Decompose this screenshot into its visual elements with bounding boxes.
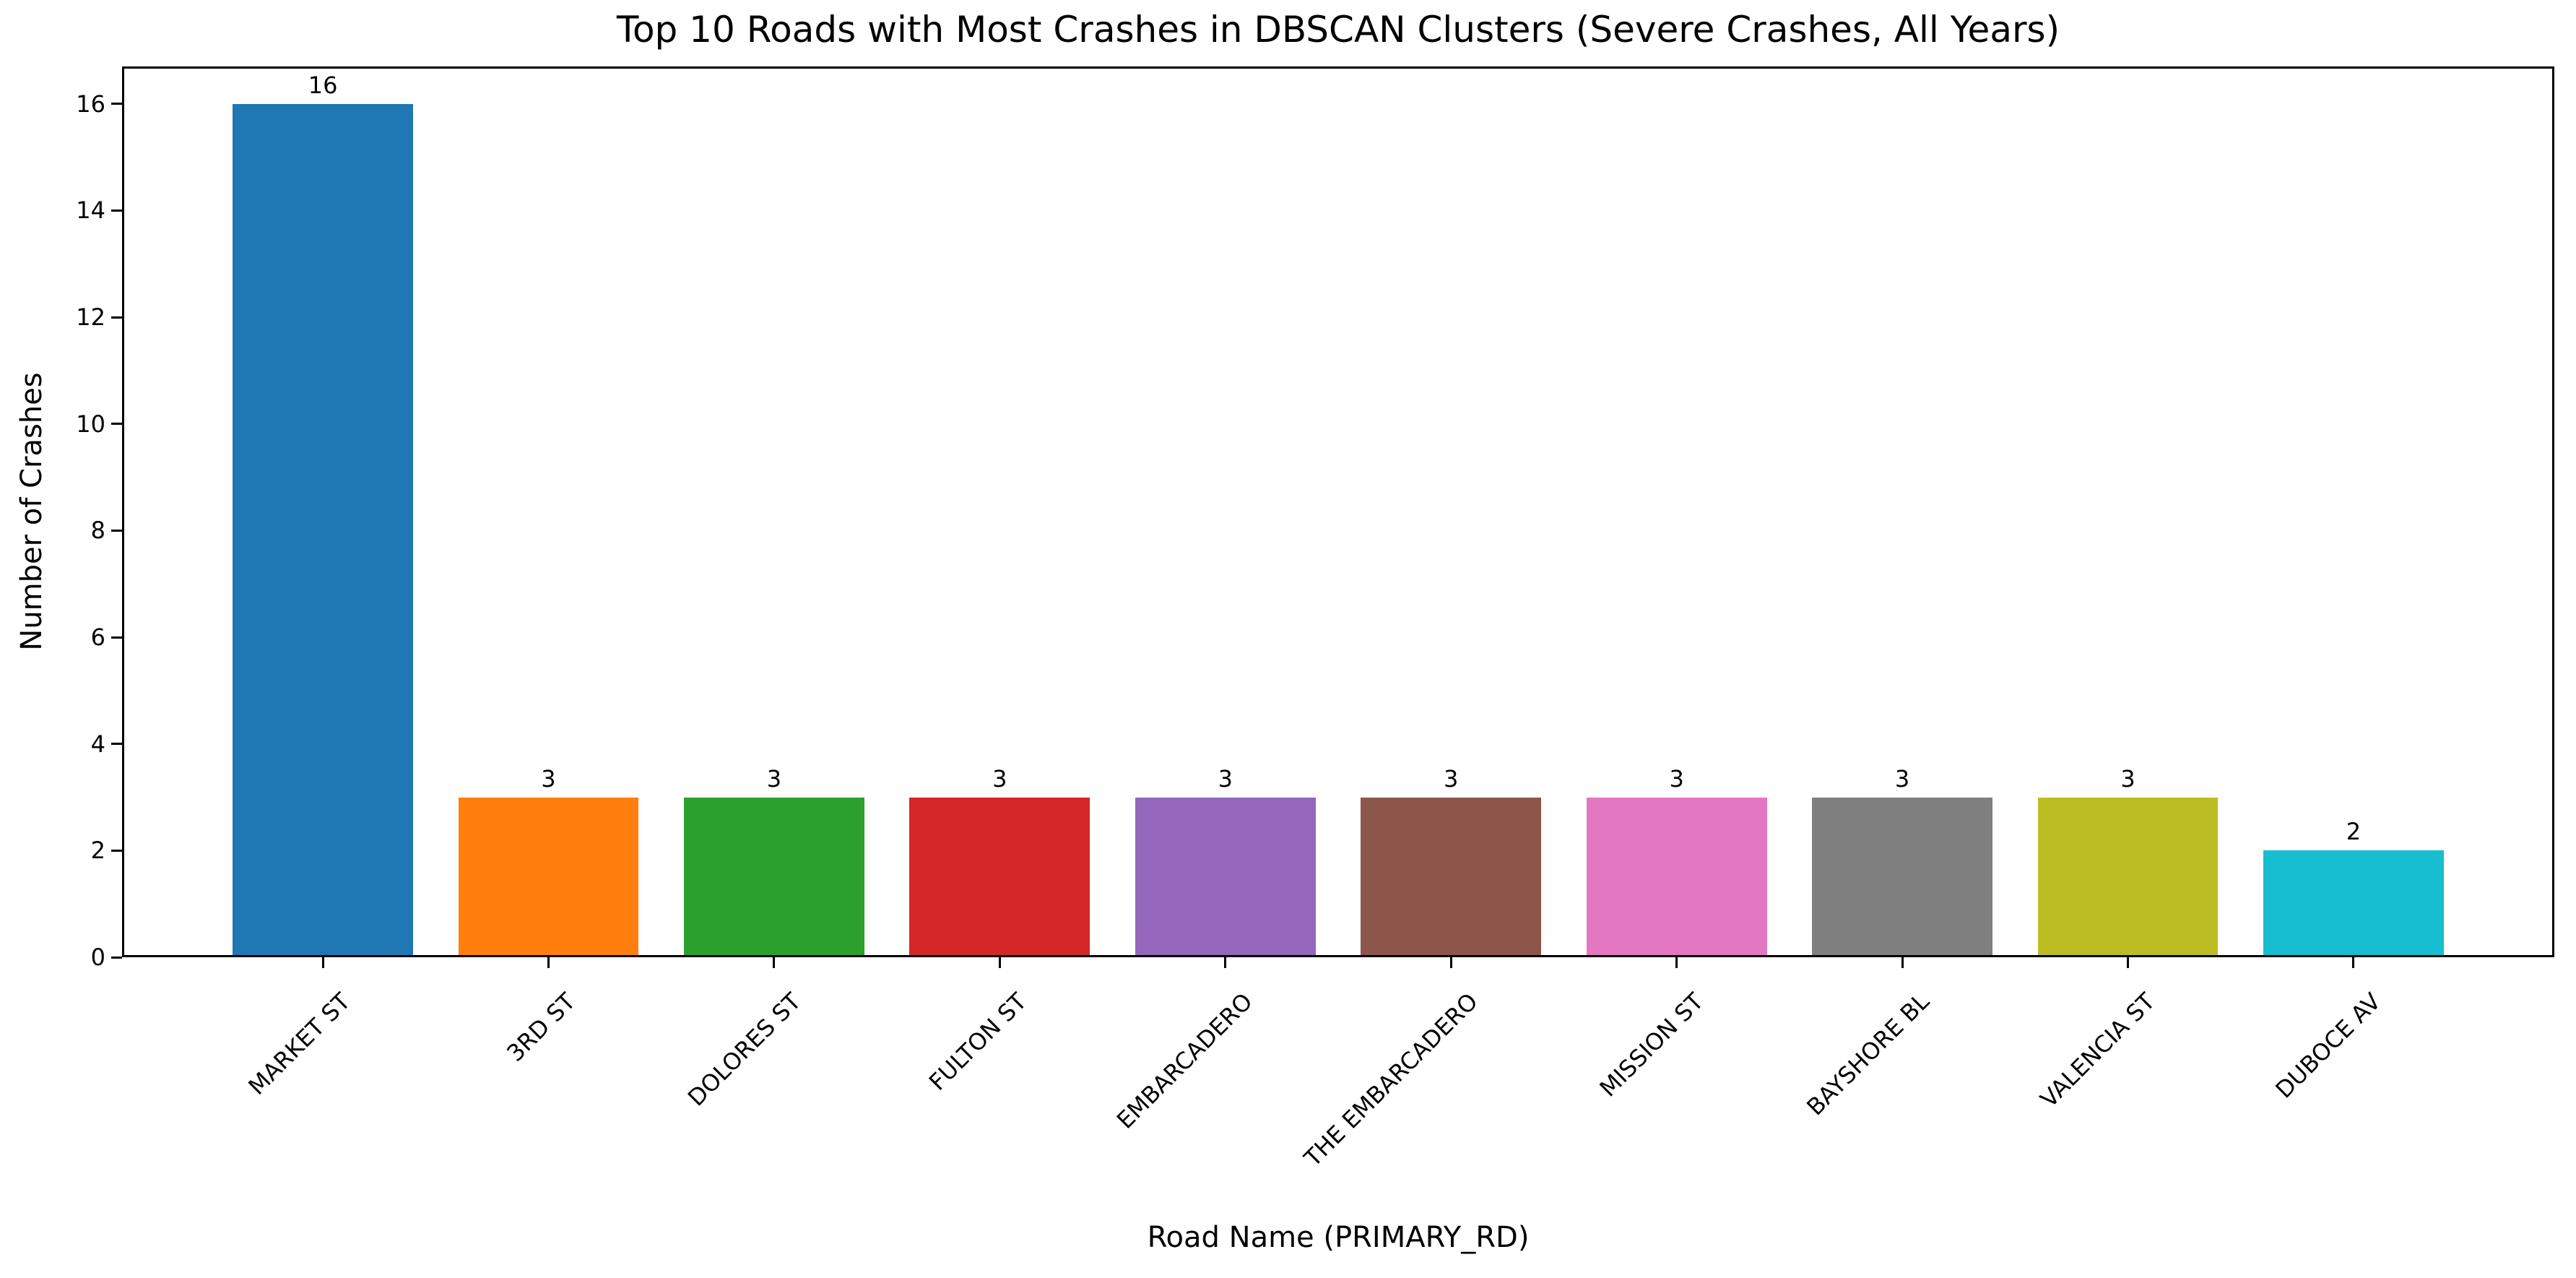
x-tick-mark [321,957,324,968]
x-tick-mark [2127,957,2129,968]
y-tick-mark [111,316,122,319]
y-tick-label: 8 [90,517,105,545]
x-tick-label-duboce-av: DUBOCE AV [2270,988,2386,1104]
bar-market-st [233,103,414,955]
x-tick-mark [1901,957,1904,968]
y-tick-label: 6 [90,623,105,651]
x-tick-mark [1675,957,1678,968]
bar-the-embarcadero [1361,797,1542,955]
y-tick-mark [111,423,122,426]
x-tick-label-fulton-st: FULTON ST [924,988,1033,1096]
bar-value-label-fulton-st: 3 [992,764,1007,793]
bar-value-label-embarcadero: 3 [1218,764,1233,793]
bar-value-label-dolores-st: 3 [766,764,782,793]
y-tick-mark [111,743,122,746]
y-tick-mark [111,849,122,852]
x-tick-label-market-st: MARKET ST [243,988,355,1100]
x-axis-label: Road Name (PRIMARY_RD) [1147,1221,1530,1254]
bar-mission-st [1586,797,1767,955]
x-tick-mark [998,957,1001,968]
y-tick-label: 0 [90,944,105,971]
bar-dolores-st [683,797,864,955]
y-tick-label: 16 [76,90,105,118]
x-tick-label-embarcadero: EMBARCADERO [1111,988,1258,1134]
x-tick-mark [773,957,776,968]
y-tick-mark [111,209,122,212]
x-tick-label-valencia-st: VALENCIA ST [2034,988,2161,1113]
x-tick-mark [547,957,550,968]
y-tick-mark [111,103,122,105]
y-tick-label: 4 [90,730,105,758]
x-tick-mark [1449,957,1452,968]
bar-value-label-the-embarcadero: 3 [1444,764,1459,793]
chart-title: Top 10 Roads with Most Crashes in DBSCAN… [616,9,2060,51]
y-tick-mark [111,636,122,639]
bar-value-label-mission-st: 3 [1669,764,1684,793]
x-tick-label-the-embarcadero: THE EMBARCADERO [1298,988,1484,1173]
bar-fulton-st [909,797,1090,955]
bar-value-label-bayshore-bl: 3 [1894,764,1910,793]
bar-valencia-st [2037,797,2219,955]
bar-embarcadero [1135,797,1316,955]
bar-value-label-3rd-st: 3 [541,764,556,793]
bar-bayshore-bl [1812,797,1993,955]
y-tick-label: 14 [76,197,105,225]
y-tick-label: 12 [76,303,105,331]
y-tick-mark [111,956,122,959]
y-tick-label: 2 [90,837,105,865]
bar-duboce-av [2263,850,2444,955]
x-tick-mark [1224,957,1227,968]
bar-value-label-valencia-st: 3 [2120,764,2135,793]
x-tick-label-3rd-st: 3RD ST [501,988,581,1067]
x-tick-label-bayshore-bl: BAYSHORE BL [1801,988,1935,1121]
y-tick-mark [111,529,122,532]
x-tick-mark [2352,957,2355,968]
y-tick-label: 10 [76,410,105,438]
bar-value-label-market-st: 16 [308,71,338,99]
bar-value-label-duboce-av: 2 [2346,818,2362,846]
x-tick-label-mission-st: MISSION ST [1594,988,1709,1102]
bar-3rd-st [458,797,639,955]
x-tick-label-dolores-st: DOLORES ST [682,988,807,1112]
